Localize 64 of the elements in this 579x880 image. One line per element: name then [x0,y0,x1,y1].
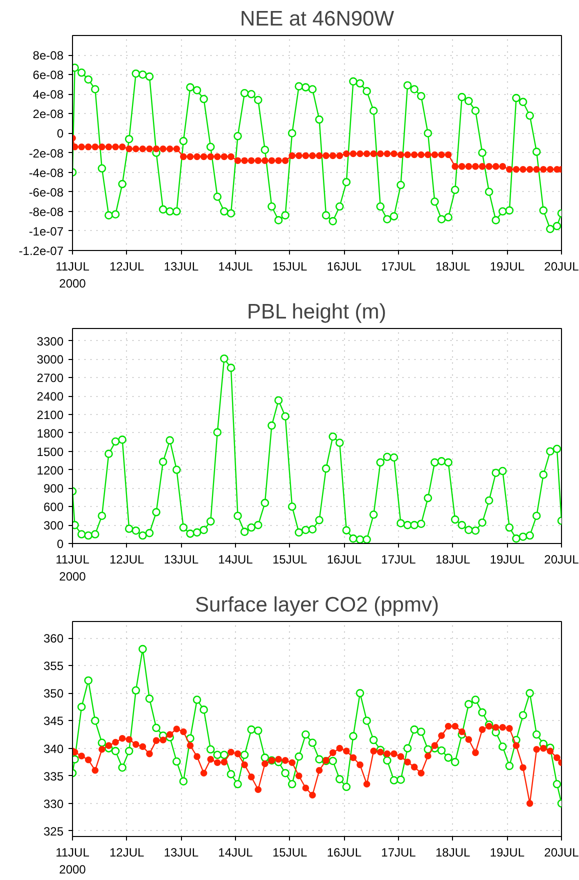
x-tick-label: 20JUL [544,552,579,566]
x-tick-label: 12JUL [109,552,145,566]
x-tick-label: 14JUL [218,846,254,860]
x-tick-label: 13JUL [164,846,199,860]
x-tick-label: 17JUL [381,846,416,860]
y-tick-label: -6e-08 [28,185,64,200]
x-tick-label: 17JUL [381,260,416,274]
chart-title: Surface layer CO2 (ppmv) [195,594,439,616]
x-tick-label: 15JUL [272,552,308,566]
x-tick-label: 15JUL [272,846,308,860]
y-tick-label: 3000 [36,352,64,367]
chart-title: NEE at 46N90W [240,8,394,30]
y-tick-label: 4e-08 [32,88,64,102]
y-tick-label: 2e-08 [32,107,64,122]
x-tick-label: 16JUL [326,846,362,860]
y-tick-label: -1.2e-07 [18,244,64,258]
y-tick-label: 600 [43,500,64,514]
y-tick-label: 8e-08 [32,48,64,63]
y-tick-label: 0 [56,537,64,551]
y-tick-label: 1500 [36,444,64,459]
x-tick-label: 19JUL [490,260,525,274]
x-tick-label: 14JUL [218,552,254,566]
y-tick-label: 335 [43,769,64,784]
x-tick-label: 13JUL [164,260,199,274]
x-tick-label: 16JUL [326,260,362,274]
y-tick-label: 2100 [36,408,64,422]
x-tick-label: 11JUL 2000 [56,552,90,584]
y-tick-label: 1800 [36,426,64,440]
x-tick-label: 19JUL [490,552,525,566]
x-tick-label: 18JUL [435,846,471,860]
x-tick-label: 15JUL [272,260,308,274]
x-tick-label: 16JUL [326,552,362,566]
x-tick-label: 18JUL [435,552,471,566]
y-tick-label: 350 [43,686,64,701]
x-tick-label: 14JUL [218,260,254,274]
y-tick-label: 340 [43,742,64,756]
y-tick-label: 355 [43,659,64,674]
chart-title: PBL height (m) [246,300,386,324]
x-tick-label: 12JUL [109,260,145,274]
x-tick-label: 11JUL 2000 [56,846,90,876]
y-tick-label: 330 [43,796,64,811]
x-tick-label: 20JUL [544,846,579,860]
x-tick-label: 20JUL [544,260,579,274]
x-tick-label: 18JUL [435,260,471,274]
y-tick-label: 0 [56,126,64,141]
y-tick-label: 3300 [36,334,64,348]
y-tick-label: 360 [43,632,64,646]
y-tick-label: 1200 [36,463,64,478]
y-tick-label: 6e-08 [32,68,64,82]
x-tick-label: 13JUL [164,552,199,566]
y-tick-label: -8e-08 [28,204,64,219]
y-tick-label: -2e-08 [28,146,64,160]
y-tick-label: 325 [43,824,64,838]
y-tick-label: 900 [43,482,64,496]
x-tick-label: 19JUL [490,846,525,860]
y-tick-label: 2700 [36,371,64,386]
x-tick-label: 17JUL [381,552,416,566]
y-tick-label: 345 [43,714,64,728]
x-tick-label: 11JUL 2000 [56,260,90,290]
y-tick-label: 300 [43,518,64,533]
y-tick-label: 2400 [36,390,64,404]
y-tick-label: -1e-07 [28,224,64,238]
y-tick-label: -4e-08 [28,166,64,180]
x-tick-label: 12JUL [109,846,145,860]
